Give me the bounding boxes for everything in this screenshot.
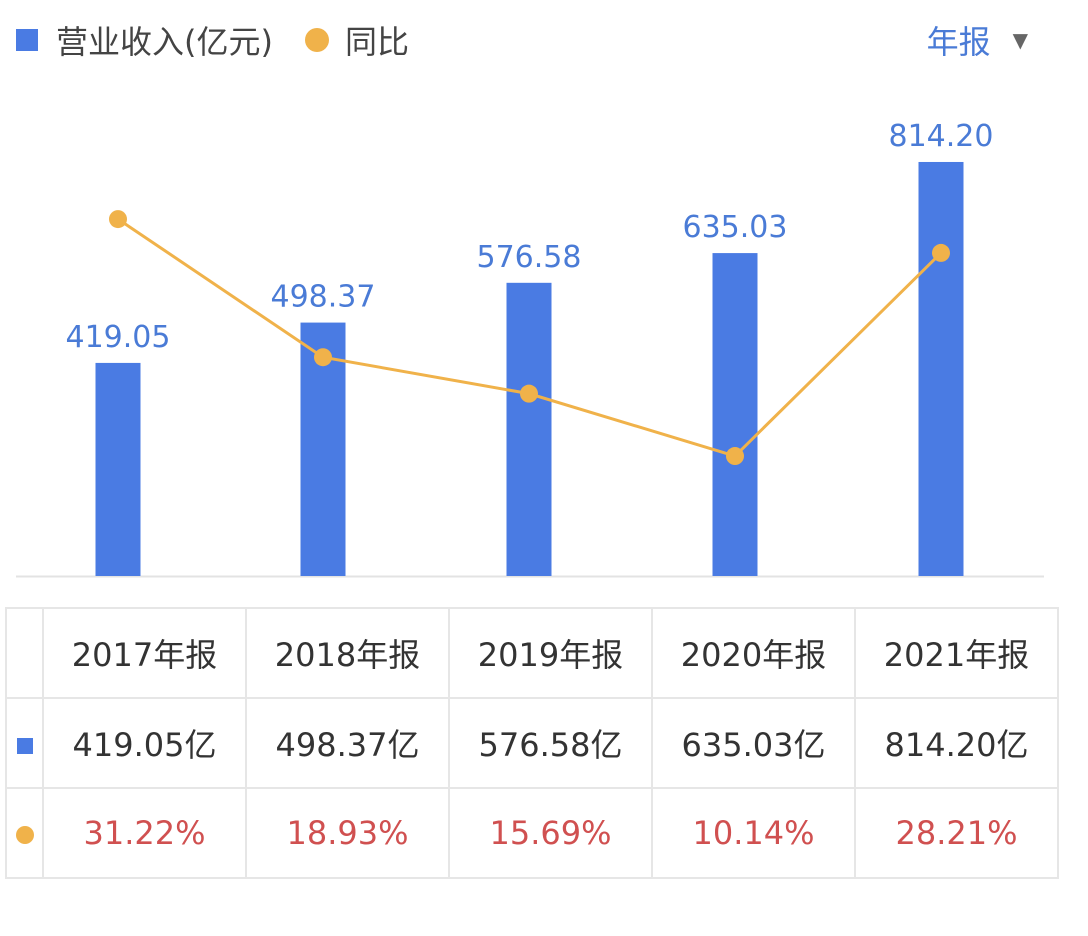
bar-label: 814.20 <box>889 119 994 154</box>
header-cell: 2018年报 <box>245 607 450 699</box>
table-row-revenue: 419.05亿 498.37亿 576.58亿 635.03亿 814.20亿 <box>5 697 1059 789</box>
bar-label: 498.37 <box>271 280 376 315</box>
bar <box>95 362 141 576</box>
table-row-yoy: 31.22% 18.93% 15.69% 10.14% 28.21% <box>5 787 1059 879</box>
legend-bar-swatch <box>16 29 38 51</box>
yoy-point <box>109 210 127 229</box>
yoy-cell: 28.21% <box>854 787 1059 879</box>
legend: 营业收入(亿元) 同比 <box>16 18 409 62</box>
bar <box>506 282 552 576</box>
yoy-cell: 15.69% <box>448 787 653 879</box>
legend-yoy-label: 同比 <box>344 23 409 61</box>
caret-down-icon: ▼ <box>1012 28 1028 52</box>
header-cell: 2019年报 <box>448 607 653 699</box>
bar-label: 576.58 <box>477 240 582 275</box>
header-cell: 2021年报 <box>854 607 1059 699</box>
yoy-point <box>520 384 538 403</box>
revenue-cell: 635.03亿 <box>651 697 856 789</box>
chart: 419.05 498.37 576.58 635.03 814.20 <box>16 119 1044 578</box>
legend-revenue-label: 营业收入(亿元) <box>56 23 273 61</box>
period-selector[interactable]: 年报 ▼ <box>927 18 1028 62</box>
revenue-marker <box>16 738 33 754</box>
data-table: 2017年报 2018年报 2019年报 2020年报 2021年报 419.0… <box>5 607 1059 879</box>
revenue-cell: 498.37亿 <box>245 697 450 789</box>
yoy-marker <box>15 826 34 844</box>
yoy-cell: 31.22% <box>42 787 247 879</box>
bar-label: 419.05 <box>66 320 171 355</box>
yoy-cell: 18.93% <box>245 787 450 879</box>
header-cell: 2020年报 <box>651 607 856 699</box>
revenue-cell: 576.58亿 <box>448 697 653 789</box>
legend-line-swatch <box>304 28 329 52</box>
yoy-point <box>726 447 744 466</box>
bar <box>918 161 964 576</box>
bar-label: 635.03 <box>683 210 788 245</box>
yoy-point <box>314 348 332 367</box>
header-cell: 2017年报 <box>42 607 247 699</box>
revenue-cell: 814.20亿 <box>854 697 1059 789</box>
table-header-row: 2017年报 2018年报 2019年报 2020年报 2021年报 <box>5 607 1059 699</box>
yoy-point <box>932 243 950 262</box>
bar <box>712 253 758 576</box>
period-label: 年报 <box>926 23 991 61</box>
yoy-cell: 10.14% <box>651 787 856 879</box>
revenue-cell: 419.05亿 <box>42 697 247 789</box>
